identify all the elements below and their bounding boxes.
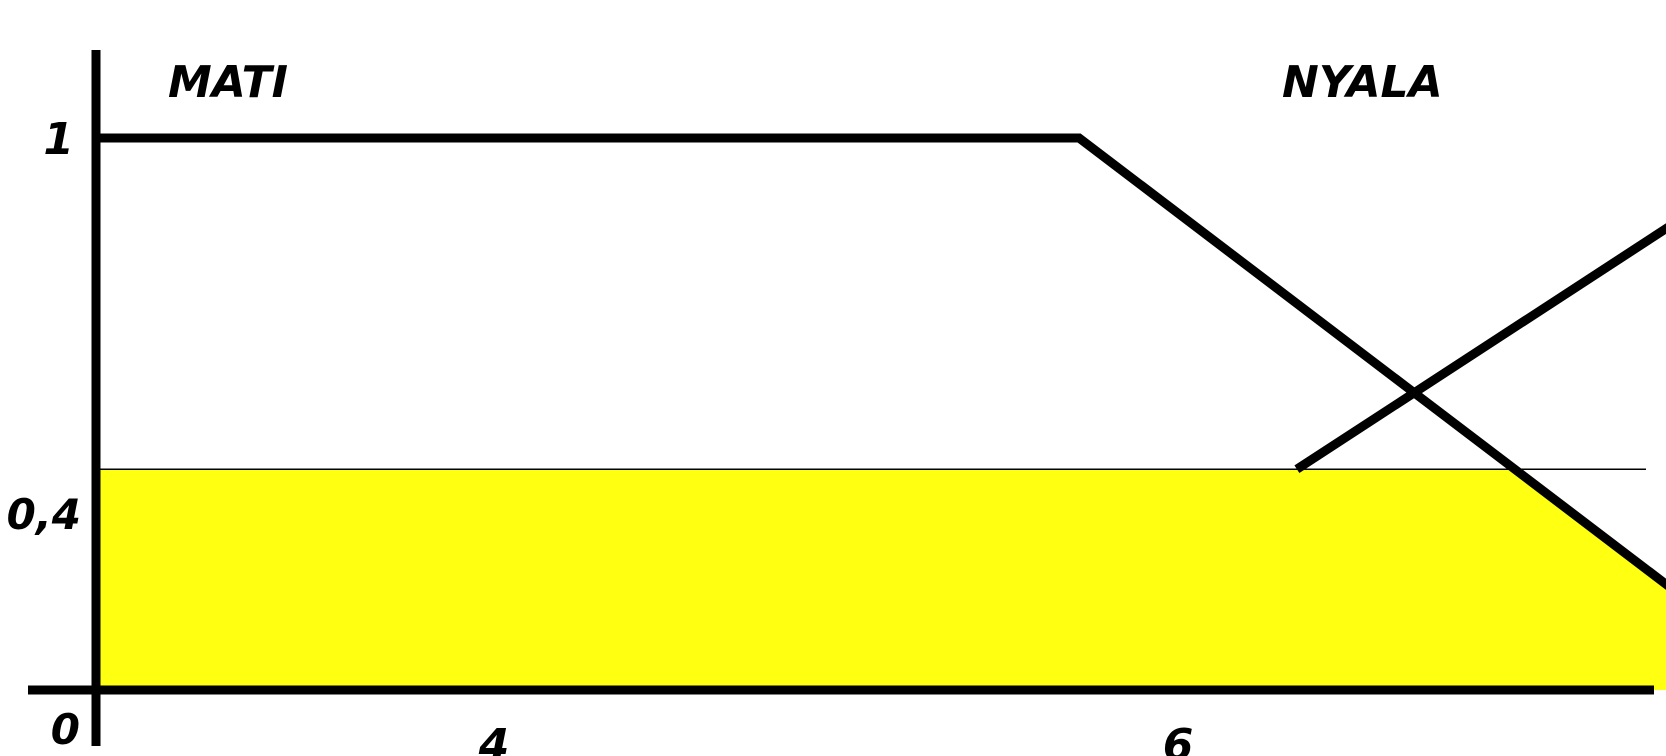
nyala-membership-line [1294,223,1666,473]
y-tick-label-0-4: 0,4 [7,490,81,539]
mati-clipped-fill-area [99,469,1666,690]
x-tick-label-4: 4 [478,720,510,756]
mati-membership-line [99,133,1666,590]
mati-label: MATI [168,57,288,108]
y-tick-label-1: 1 [43,114,74,165]
y-tick-label-0: 0 [51,705,80,754]
x-tick-label-6: 6 [1163,720,1194,756]
nyala-label: NYALA [1282,57,1443,108]
